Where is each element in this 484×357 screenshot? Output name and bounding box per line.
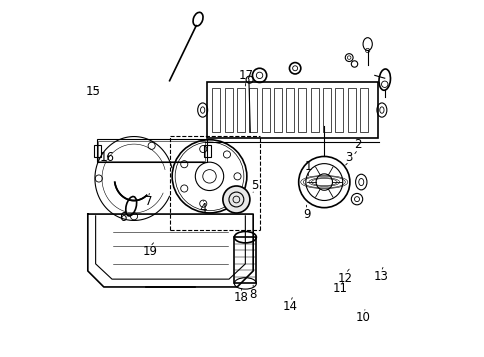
Bar	[204, 145, 211, 157]
Text: 8: 8	[249, 288, 257, 301]
Text: 14: 14	[283, 300, 297, 313]
Bar	[224, 88, 232, 132]
Text: 1: 1	[304, 160, 311, 172]
Bar	[98, 141, 205, 161]
Text: 7: 7	[144, 195, 151, 208]
Text: 4: 4	[199, 202, 207, 215]
Text: 18: 18	[233, 291, 248, 304]
Bar	[249, 88, 257, 132]
Text: 15: 15	[86, 85, 100, 98]
Bar	[236, 88, 244, 132]
Text: 6: 6	[120, 211, 127, 224]
Text: 9: 9	[302, 207, 310, 221]
Bar	[286, 88, 293, 132]
Bar	[261, 88, 269, 132]
Text: 11: 11	[332, 282, 347, 295]
Bar	[359, 88, 367, 132]
Bar	[310, 88, 318, 132]
Ellipse shape	[223, 186, 249, 213]
Text: 17: 17	[238, 69, 253, 82]
Text: 2: 2	[354, 138, 361, 151]
Text: 13: 13	[373, 270, 388, 283]
Bar	[347, 88, 355, 132]
Bar	[334, 88, 343, 132]
Text: 16: 16	[100, 151, 115, 164]
Bar	[322, 88, 331, 132]
Bar	[298, 88, 306, 132]
Text: 3: 3	[345, 151, 352, 164]
Bar	[96, 139, 207, 162]
Bar	[212, 88, 220, 132]
Bar	[234, 237, 256, 283]
Text: 5: 5	[251, 179, 258, 192]
Text: 12: 12	[337, 272, 352, 285]
Bar	[207, 82, 377, 137]
Bar	[273, 88, 281, 132]
Text: 10: 10	[355, 311, 370, 324]
Bar	[94, 145, 101, 157]
Text: 19: 19	[142, 245, 157, 258]
